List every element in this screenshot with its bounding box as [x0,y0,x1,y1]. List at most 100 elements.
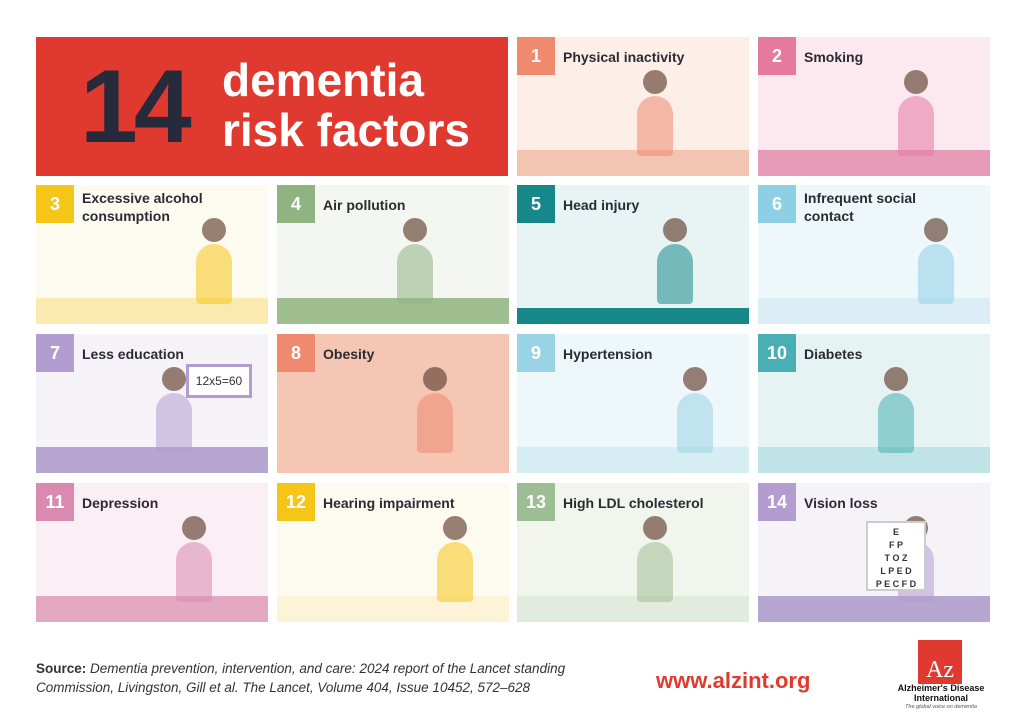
factor-label: Smoking [804,49,864,65]
risk-factor-tile: 12 Hearing impairment [277,483,509,622]
risk-factor-tile: 2 Smoking [758,37,990,176]
illustration-head [924,218,948,242]
illustration-ground [758,150,990,176]
illustration-ground [277,596,509,622]
factor-number-badge: 10 [758,334,796,372]
factor-label: Diabetes [804,346,863,362]
source-citation: Source: Dementia prevention, interventio… [36,659,616,697]
factor-number-badge: 4 [277,185,315,223]
eye-chart-row: L P E D [880,566,912,576]
illustration-figure [397,244,433,304]
illustration-head [423,367,447,391]
factor-label: Excessive alcohol consumption [82,190,203,224]
illustration-figure [637,96,673,156]
illustration-head [202,218,226,242]
factor-label: Head injury [563,197,640,213]
illustration-head [403,218,427,242]
illustration-figure [637,542,673,602]
risk-factor-tile: 14 Vision loss E F P T O Z L P E D P E C F D [758,483,990,622]
factor-number-badge: 13 [517,483,555,521]
illustration-figure [878,393,914,453]
illustration-head [443,516,467,540]
illustration-ground [517,596,749,622]
risk-factor-tile: 9 Hypertension [517,334,749,473]
illustration-head [182,516,206,540]
factor-number-badge: 3 [36,185,74,223]
adi-logo: Az [918,640,962,684]
factor-label: Less education [82,346,184,362]
factor-number-badge: 5 [517,185,555,223]
factor-number-badge: 9 [517,334,555,372]
risk-factor-tile: 1 Physical inactivity [517,37,749,176]
title-line-1: dementia [222,54,424,106]
factor-label: Hearing impairment [323,495,455,511]
blackboard: 12x5=60 [186,364,252,398]
logo-letters: Az [926,657,954,683]
risk-factor-tile: 10 Diabetes [758,334,990,473]
risk-factor-tile: 8 Obesity [277,334,509,473]
illustration-head [643,70,667,94]
factor-number-badge: 1 [517,37,555,75]
risk-factor-tile: 7 Less education 12x5=60 [36,334,268,473]
factor-label: High LDL cholesterol [563,495,704,511]
factor-number-badge: 7 [36,334,74,372]
factor-label: Hypertension [563,346,653,362]
factor-label: Infrequent social contact [804,190,917,224]
eye-chart-row: F P [888,540,903,550]
illustration-figure [677,393,713,453]
illustration-figure [196,244,232,304]
eye-chart-row: P E C F D [875,579,917,589]
illustration-figure [156,393,192,453]
eye-chart-row: E [892,527,899,537]
factor-number-badge: 14 [758,483,796,521]
source-text: Dementia prevention, intervention, and c… [36,661,566,695]
risk-factor-tile: 5 Head injury [517,185,749,324]
illustration-head [683,367,707,391]
risk-factor-tile: 4 Air pollution [277,185,509,324]
illustration-ground [517,150,749,176]
title-text: dementia risk factors [222,55,470,155]
illustration-ground [758,298,990,324]
risk-factor-tile: 13 High LDL cholesterol [517,483,749,622]
illustration-ground [517,308,749,324]
illustration-ground [36,596,268,622]
illustration-figure [898,96,934,156]
factor-number-badge: 6 [758,185,796,223]
illustration-figure [657,244,693,304]
illustration-figure [437,542,473,602]
illustration-head [663,218,687,242]
factor-number-badge: 11 [36,483,74,521]
factor-number-badge: 8 [277,334,315,372]
illustration-head [884,367,908,391]
factor-label: Depression [82,495,159,511]
illustration-head [904,70,928,94]
factor-label: Vision loss [804,495,878,511]
website-link[interactable]: www.alzint.org [656,668,811,693]
illustration-ground [277,298,509,324]
illustration-ground [36,298,268,324]
illustration-ground [517,447,749,473]
illustration-head [643,516,667,540]
risk-factor-tile: 11 Depression [36,483,268,622]
illustration-ground [758,447,990,473]
risk-factor-tile: 3 Excessive alcohol consumption [36,185,268,324]
eye-chart: E F P T O Z L P E D P E C F D [866,521,926,591]
source-label: Source: [36,661,87,676]
illustration-ground [277,447,509,473]
risk-factor-tile: 6 Infrequent social contact [758,185,990,324]
title-line-2: risk factors [222,104,471,156]
factor-number-badge: 12 [277,483,315,521]
factor-label: Air pollution [323,197,406,213]
factor-label: Obesity [323,346,375,362]
factor-label: Physical inactivity [563,49,685,65]
logo-tagline: The global voice on dementia [905,704,977,710]
illustration-ground [36,447,268,473]
illustration-ground [758,596,990,622]
logo-name: Alzheimer's Disease International [897,683,985,703]
illustration-figure [176,542,212,602]
title-banner: 14 dementia risk factors [36,37,508,176]
title-number: 14 [80,49,192,165]
factor-number-badge: 2 [758,37,796,75]
eye-chart-row: T O Z [884,553,908,563]
illustration-figure [417,393,453,453]
